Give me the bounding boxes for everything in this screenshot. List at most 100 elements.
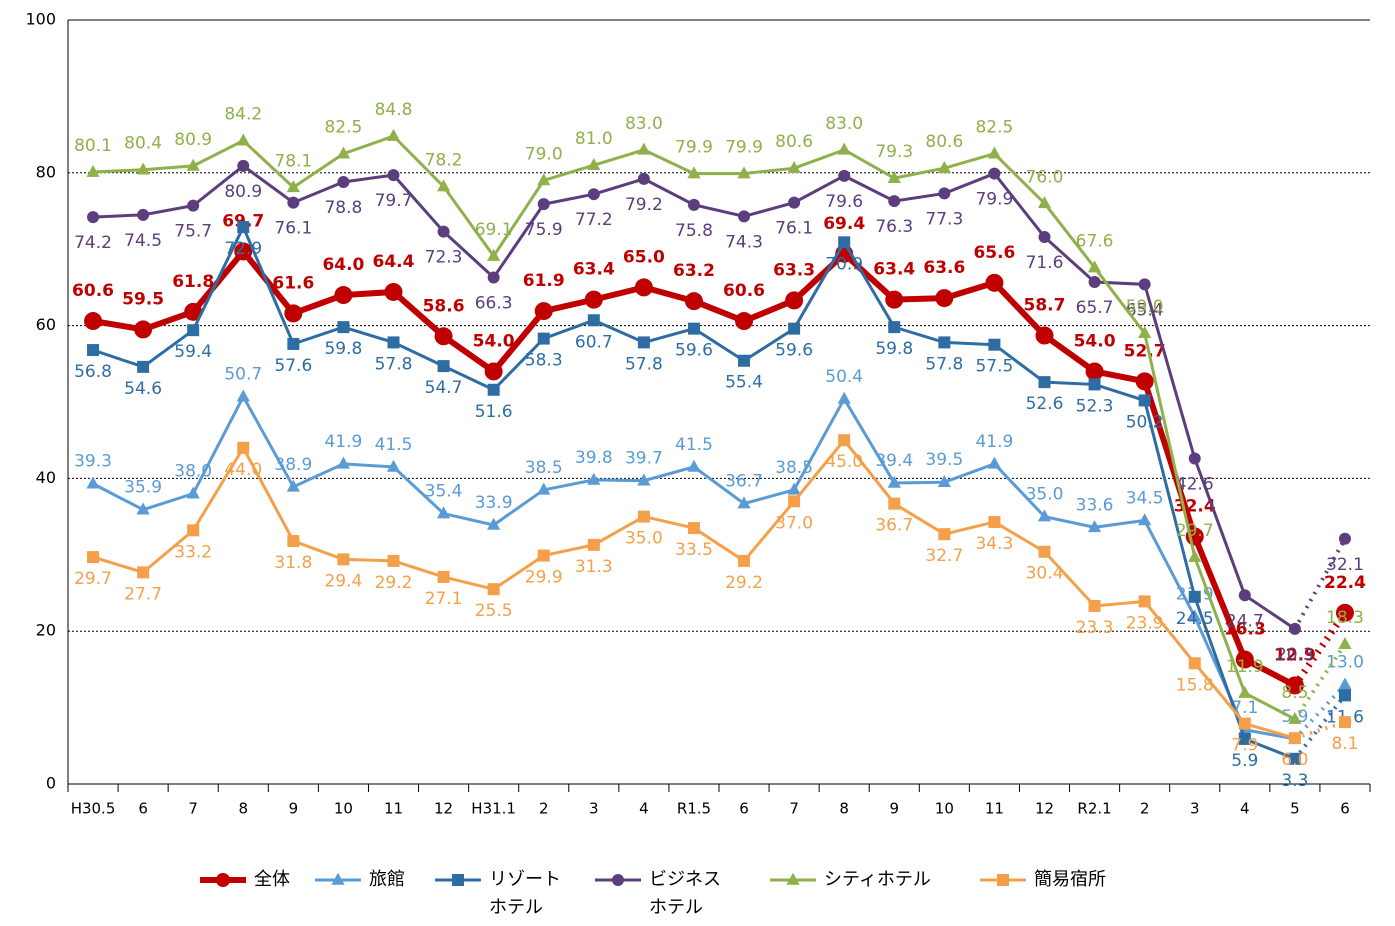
data-label: 75.8	[675, 221, 713, 241]
data-point	[384, 282, 403, 301]
legend-label: 旅館	[369, 869, 405, 890]
data-label: 83.0	[825, 114, 863, 134]
data-label: 41.5	[675, 435, 713, 455]
data-point	[1335, 603, 1354, 622]
data-label: 31.3	[575, 557, 613, 577]
data-point	[1088, 378, 1101, 391]
data-label: 79.3	[875, 142, 913, 162]
data-label: 58.6	[423, 296, 465, 316]
data-point	[888, 195, 901, 208]
data-point	[1188, 657, 1201, 670]
legend-label: 全体	[254, 869, 290, 890]
data-label: 65.6	[973, 243, 1015, 263]
data-point	[1138, 595, 1151, 608]
data-label: 35.0	[1026, 485, 1064, 505]
legend-marker	[331, 872, 345, 885]
data-point	[1188, 609, 1202, 622]
data-label: 80.4	[124, 134, 162, 154]
data-label: 7.1	[1231, 698, 1258, 718]
data-label: 60.7	[575, 332, 613, 352]
data-point	[1037, 509, 1052, 522]
data-label: 72.9	[224, 239, 262, 259]
data-point	[1288, 732, 1301, 745]
data-label: 57.8	[625, 354, 663, 374]
data-label: 58.3	[525, 351, 563, 371]
data-label: 39.5	[925, 450, 963, 470]
data-point	[1338, 636, 1352, 649]
data-point	[86, 476, 100, 489]
x-tick-label: 10	[935, 800, 954, 818]
data-point	[738, 554, 751, 567]
data-label: 63.3	[773, 260, 815, 280]
series-line	[1293, 694, 1347, 761]
data-label: 59.8	[875, 339, 913, 359]
x-tick-label: 4	[1240, 800, 1250, 818]
data-point	[735, 312, 754, 331]
data-label: 54.6	[124, 379, 162, 399]
y-tick-label: 100	[25, 10, 56, 29]
data-point	[887, 170, 901, 183]
series-line	[1293, 537, 1347, 630]
x-tick-label: 7	[789, 800, 799, 818]
data-label: 52.6	[1026, 394, 1064, 414]
data-label: 6.0	[1281, 750, 1308, 770]
data-point	[787, 161, 801, 174]
data-label: 18.3	[1326, 608, 1364, 628]
data-label: 59.6	[775, 341, 813, 361]
data-point	[1138, 326, 1152, 339]
data-point	[436, 179, 451, 192]
data-label: 34.3	[975, 534, 1013, 554]
data-label: 74.3	[725, 232, 763, 252]
data-label: 5.9	[1231, 751, 1258, 771]
legend-marker	[216, 873, 230, 887]
data-point	[436, 506, 451, 519]
data-point	[737, 496, 751, 509]
data-point	[687, 322, 700, 335]
data-point	[87, 344, 100, 357]
data-label: 32.1	[1326, 555, 1364, 575]
data-point	[838, 434, 851, 447]
data-point	[637, 142, 651, 155]
data-point	[584, 290, 603, 309]
data-point	[237, 159, 250, 172]
legend-marker	[786, 872, 800, 885]
data-label: 57.8	[925, 354, 963, 374]
data-point	[1288, 752, 1301, 765]
x-tick-label: 9	[889, 800, 899, 818]
data-point	[136, 162, 150, 175]
data-label: 38.0	[174, 462, 212, 482]
data-label: 33.5	[675, 540, 713, 560]
data-label: 79.9	[975, 190, 1013, 210]
data-point	[337, 175, 350, 188]
data-point	[87, 211, 100, 224]
x-tick-label: 7	[188, 800, 198, 818]
data-point	[137, 566, 150, 579]
data-label: 77.3	[925, 209, 963, 229]
legend-marker	[452, 874, 464, 886]
data-point	[1038, 545, 1051, 558]
data-label: 78.2	[425, 151, 463, 171]
data-point	[187, 524, 200, 537]
data-label: 74.2	[74, 233, 112, 253]
data-point	[1088, 599, 1101, 612]
data-point	[537, 332, 550, 345]
data-point	[87, 551, 100, 564]
data-label: 39.7	[625, 449, 663, 469]
legend-label: ビジネスホテル	[649, 869, 721, 918]
data-point	[136, 502, 150, 515]
data-label: 70.9	[825, 254, 863, 274]
data-point	[1138, 394, 1151, 407]
data-point	[236, 133, 250, 146]
data-point	[637, 510, 650, 523]
data-label: 67.6	[1076, 232, 1114, 252]
data-label: 82.5	[324, 118, 362, 138]
legend-label: シティホテル	[824, 869, 931, 890]
data-label: 60.6	[72, 281, 114, 301]
data-point	[236, 389, 250, 402]
x-tick-label: 12	[1035, 800, 1054, 818]
data-label: 80.1	[74, 136, 112, 156]
data-label: 32.7	[925, 546, 963, 566]
data-point	[1037, 196, 1052, 209]
series-line	[1294, 720, 1346, 741]
